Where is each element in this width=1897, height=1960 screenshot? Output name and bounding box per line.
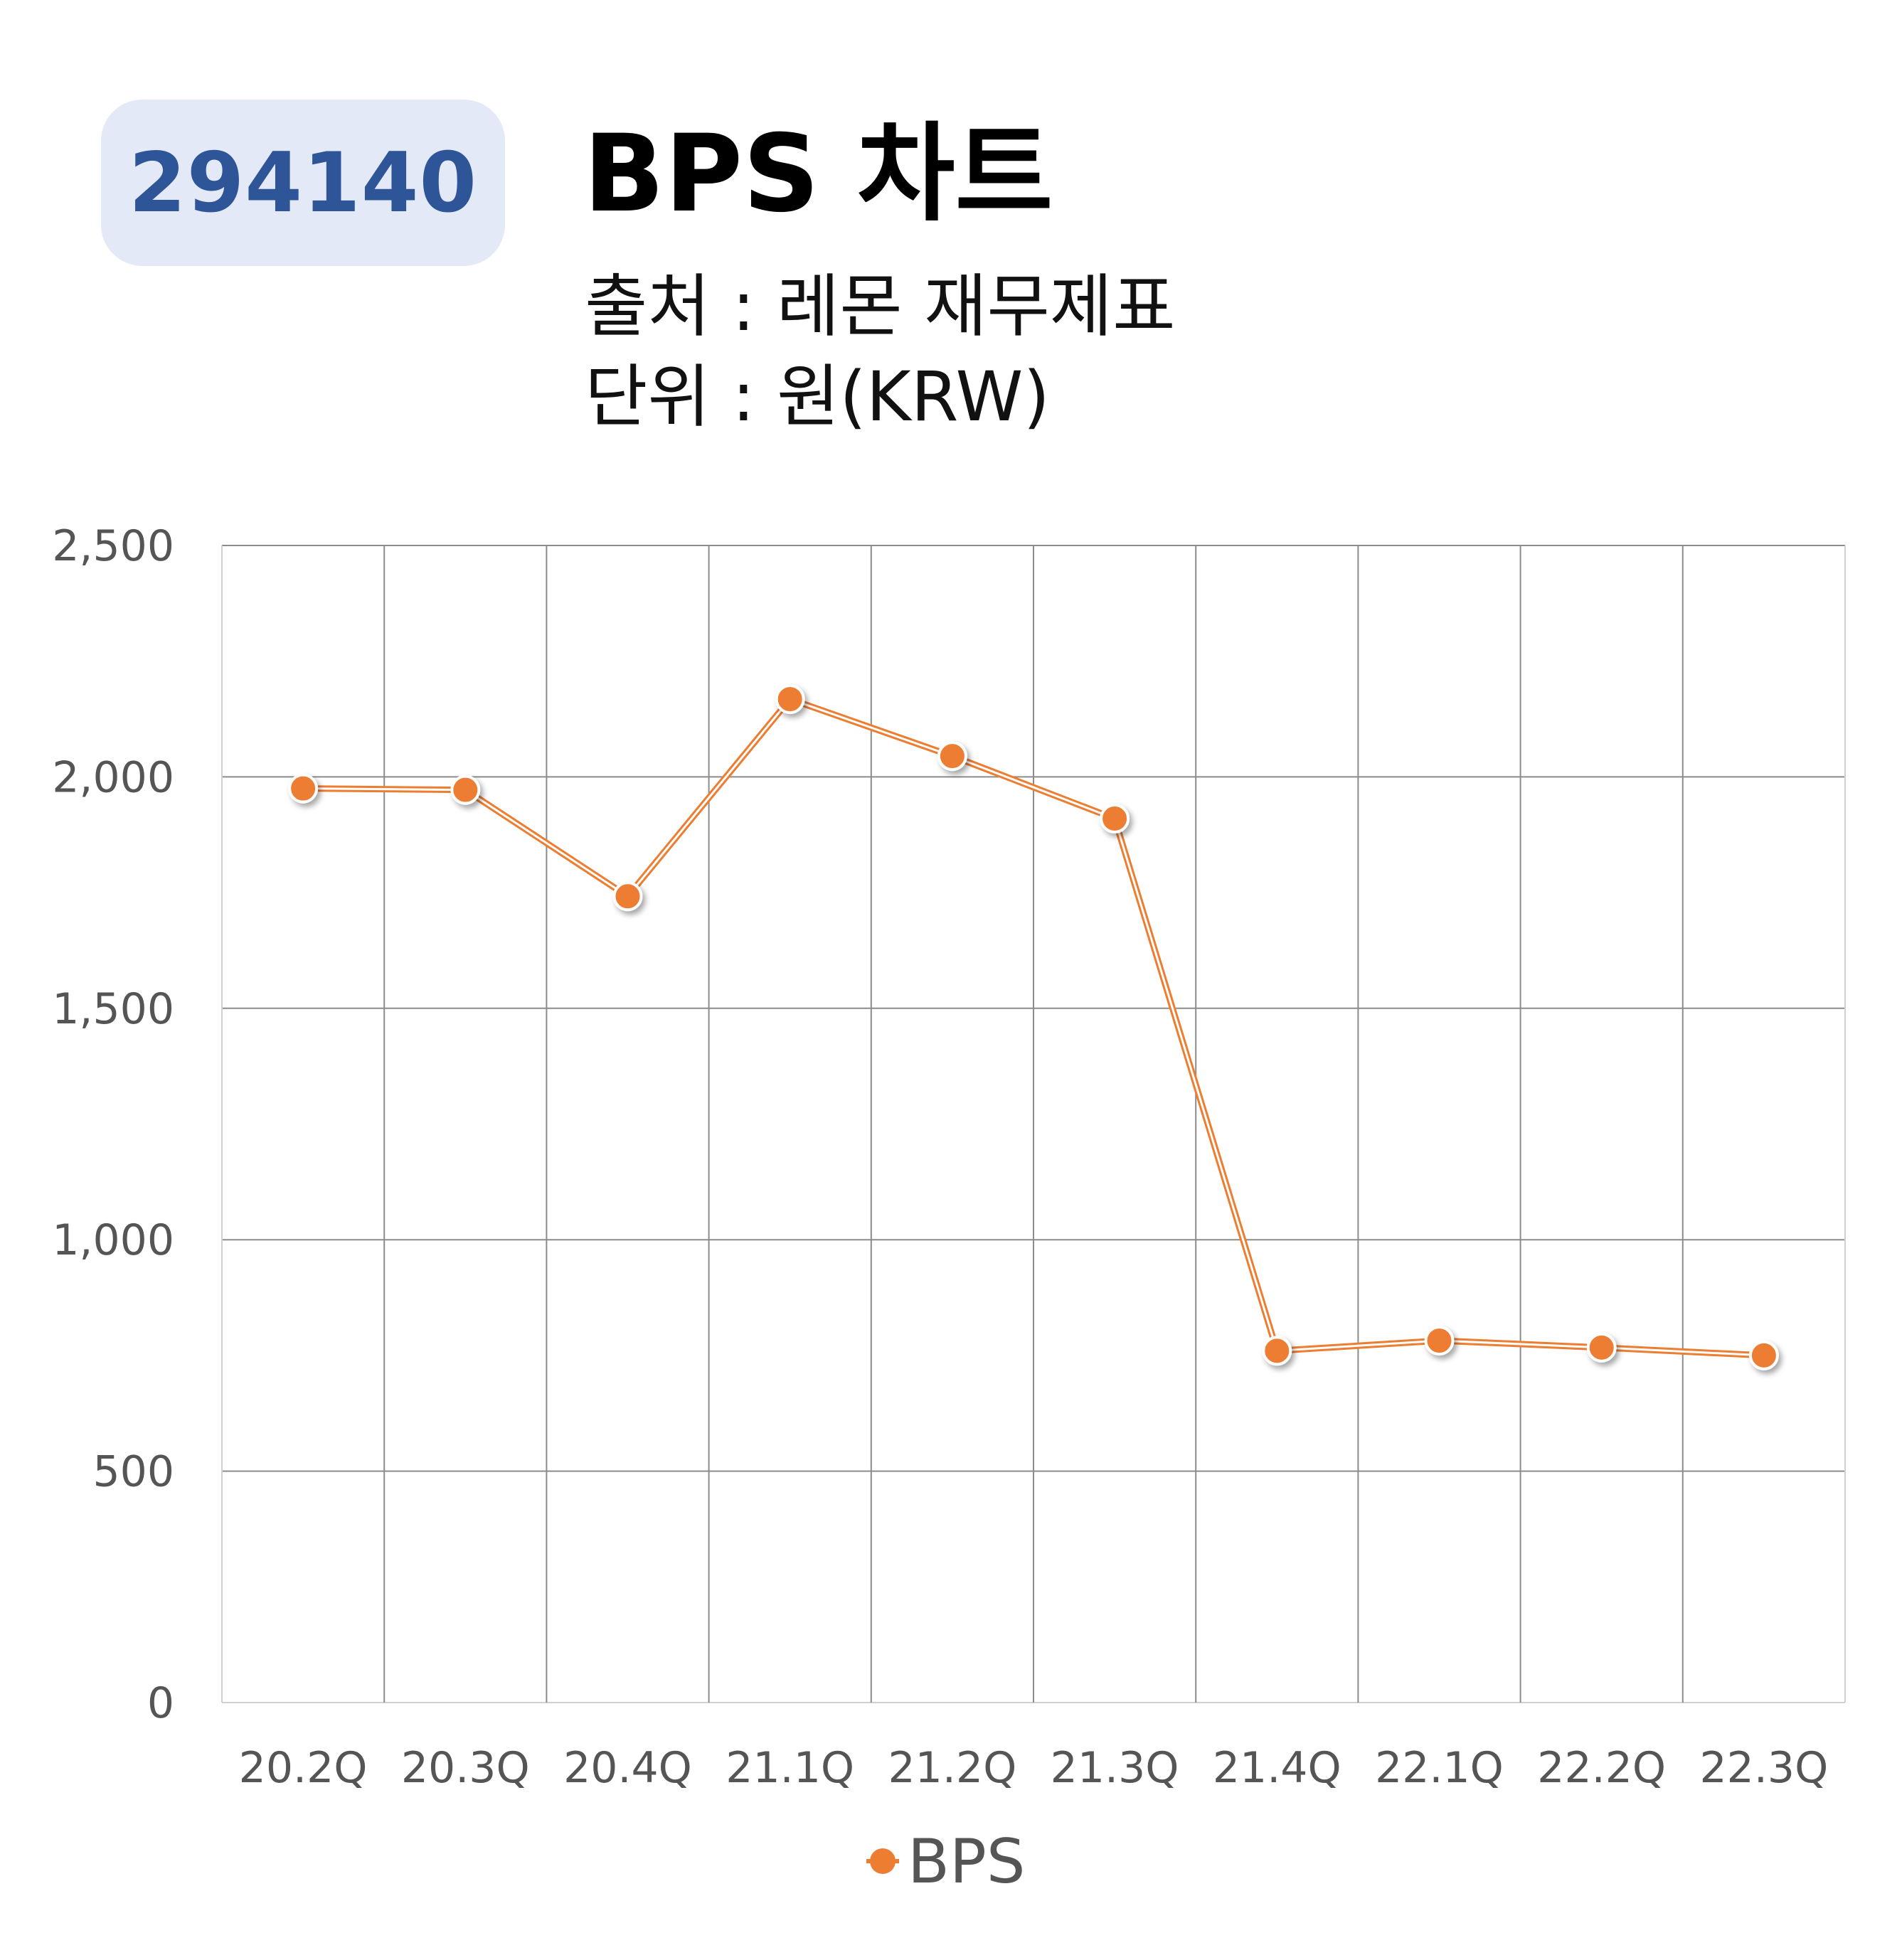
- x-tick-label: 21.1Q: [726, 1743, 854, 1793]
- data-point: [288, 773, 319, 804]
- stock-code: 294140: [128, 134, 478, 231]
- legend-marker: [870, 1848, 896, 1874]
- x-tick-label: 21.4Q: [1213, 1743, 1341, 1793]
- x-tick-label: 21.3Q: [1051, 1743, 1179, 1793]
- series-line-inner: [303, 698, 1764, 1357]
- series-bps: [288, 684, 1779, 1370]
- data-point: [1748, 1340, 1779, 1370]
- unit-label: 단위 : 원(KRW): [585, 357, 1050, 437]
- x-tick-label: 20.3Q: [401, 1743, 530, 1793]
- legend-label: BPS: [908, 1826, 1025, 1897]
- x-axis-ticks: 20.2Q 20.3Q 20.4Q 21.1Q 21.2Q 21.3Q 21.4Q 22.1Q…: [239, 1743, 1829, 1793]
- data-point: [775, 684, 805, 715]
- x-tick-label: 20.2Q: [239, 1743, 368, 1793]
- legend: BPS: [866, 1826, 1025, 1897]
- x-tick-label: 22.1Q: [1375, 1743, 1504, 1793]
- data-point: [937, 741, 967, 772]
- y-tick-label: 0: [147, 1678, 174, 1728]
- x-tick-label: 21.2Q: [888, 1743, 1016, 1793]
- data-point: [1100, 803, 1130, 833]
- y-tick-label: 1,500: [52, 984, 174, 1034]
- y-tick-label: 2,000: [52, 752, 174, 802]
- data-point: [1424, 1326, 1455, 1356]
- data-point: [1262, 1336, 1292, 1366]
- y-tick-label: 500: [92, 1447, 174, 1497]
- y-tick-label: 2,500: [52, 521, 174, 571]
- y-axis-ticks: 0 500 1,000 1,500 2,000 2,500: [52, 521, 174, 1728]
- x-tick-label: 22.3Q: [1699, 1743, 1828, 1793]
- chart-title: BPS 차트: [583, 112, 1053, 236]
- grid-lines: [221, 545, 1846, 1703]
- data-point: [612, 881, 643, 912]
- x-tick-label: 20.4Q: [563, 1743, 692, 1793]
- y-tick-label: 1,000: [52, 1215, 174, 1265]
- data-point: [1586, 1332, 1617, 1363]
- x-tick-label: 22.2Q: [1537, 1743, 1666, 1793]
- data-point: [450, 774, 481, 805]
- source-label: 출처 : 레몬 재무제표: [585, 267, 1176, 346]
- stock-code-badge: 294140: [101, 100, 505, 266]
